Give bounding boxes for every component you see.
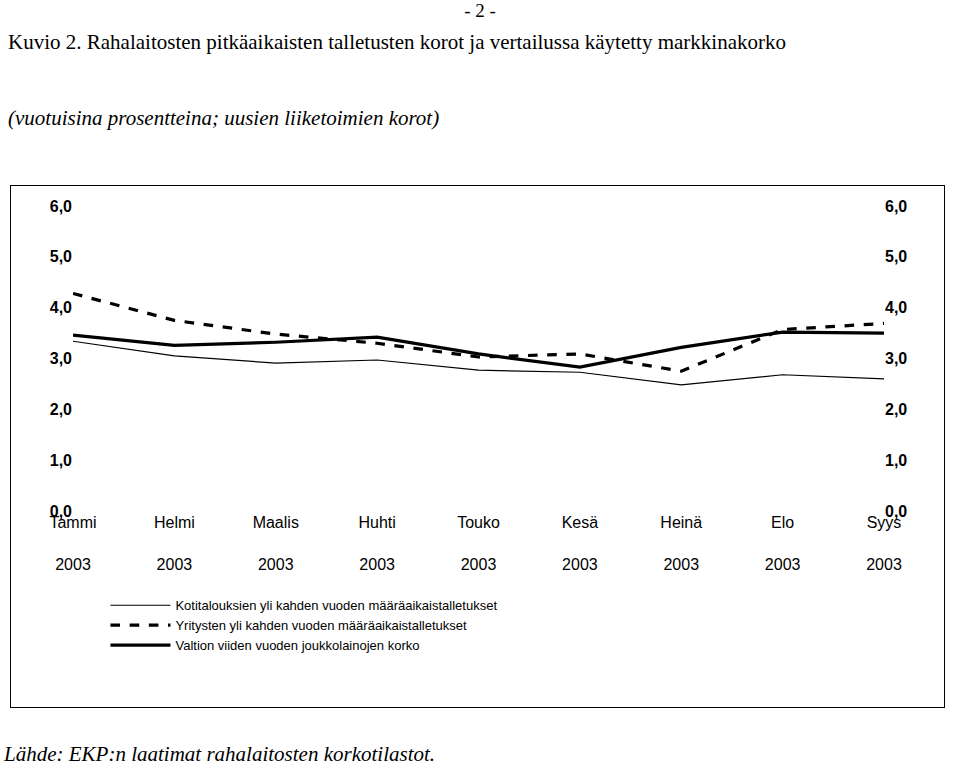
svg-text:Elo2003: Elo2003 [765,514,801,573]
svg-text:3,0: 3,0 [885,350,907,367]
svg-text:Syys2003: Syys2003 [866,514,902,573]
html-text:- 2 -: - 2 - [464,0,496,21]
svg-text:Heinä2003: Heinä2003 [660,514,702,573]
svg-text:Valtion viiden vuoden joukkola: Valtion viiden vuoden joukkolainojen kor… [175,638,419,653]
svg-text:5,0: 5,0 [885,248,907,265]
html-text:(vuotuisina prosentteina; uusi: (vuotuisina prosentteina; uusien liiketo… [8,106,440,130]
html-text:Lähde: EKP:n laatimat rahalait: Lähde: EKP:n laatimat rahalaitosten kork… [4,742,436,766]
svg-text:6,0: 6,0 [50,198,72,215]
html-text:Kuvio 2. Rahalaitosten pitkäai: Kuvio 2. Rahalaitosten pitkäaikaisten ta… [8,30,786,54]
svg-text:1,0: 1,0 [50,452,72,469]
svg-text:2,0: 2,0 [885,401,907,418]
svg-text:1,0: 1,0 [885,452,907,469]
svg-text:Kotitalouksien yli kahden vuod: Kotitalouksien yli kahden vuoden määräai… [175,598,497,613]
svg-text:0,0: 0,0 [885,503,907,520]
svg-text:Yritysten yli kahden vuoden mä: Yritysten yli kahden vuoden määräaikaist… [175,618,467,633]
svg-text:5,0: 5,0 [50,248,72,265]
svg-text:3,0: 3,0 [50,350,72,367]
svg-text:Tammi2003: Tammi2003 [49,514,96,573]
svg-text:Maalis2003: Maalis2003 [253,514,299,573]
svg-text:4,0: 4,0 [885,299,907,316]
svg-text:0,0: 0,0 [50,503,72,520]
svg-text:Helmi2003: Helmi2003 [154,514,195,573]
svg-text:Touko2003: Touko2003 [457,514,500,573]
svg-text:6,0: 6,0 [885,198,907,215]
svg-text:Huhti2003: Huhti2003 [358,514,395,573]
svg-text:Kesä2003: Kesä2003 [562,514,599,573]
svg-text:4,0: 4,0 [50,299,72,316]
svg-text:2,0: 2,0 [50,401,72,418]
